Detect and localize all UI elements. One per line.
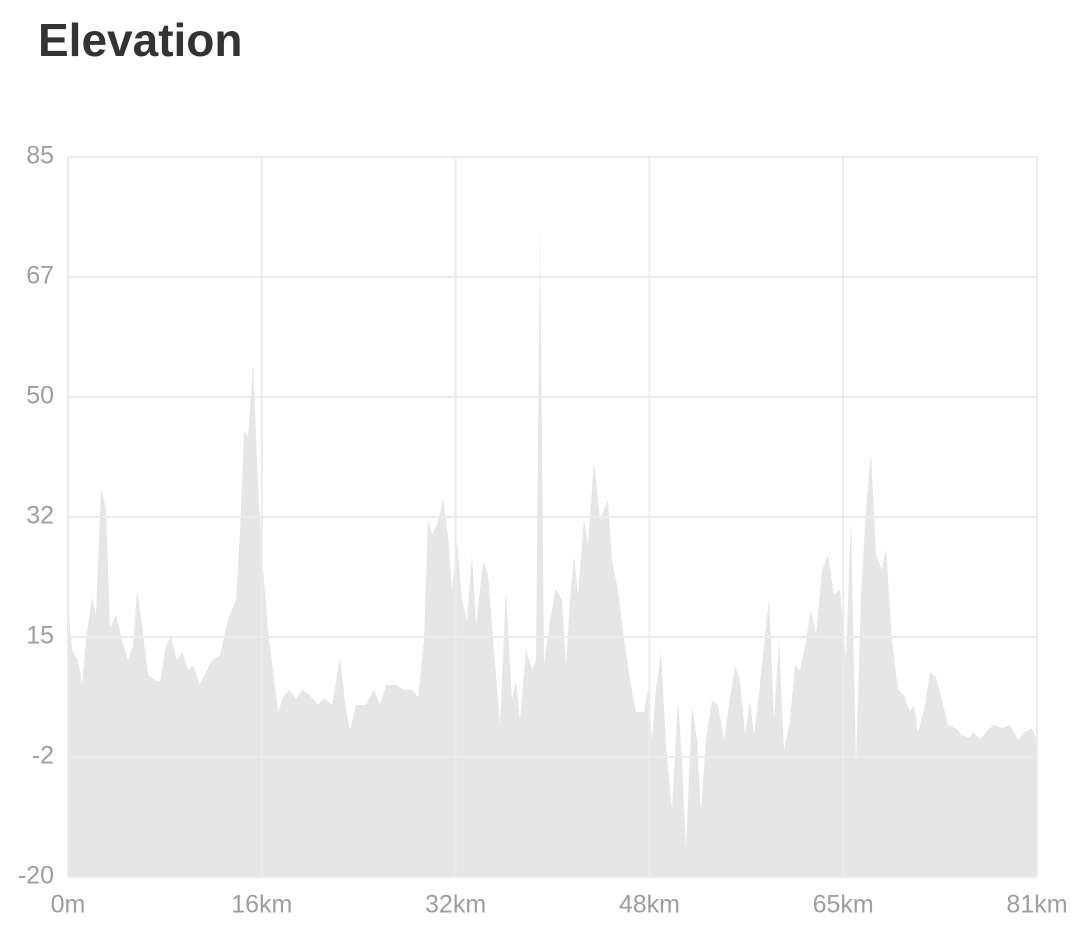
- y-tick-label: 85: [26, 142, 54, 170]
- x-tick-label: 48km: [619, 891, 680, 919]
- y-tick-label: -20: [18, 862, 54, 890]
- elevation-area: [68, 228, 1037, 878]
- y-tick-label: 67: [26, 262, 54, 290]
- x-tick-label: 65km: [813, 891, 874, 919]
- y-tick-label: -2: [32, 742, 54, 770]
- chart-title: Elevation: [38, 14, 243, 66]
- y-tick-label: 15: [26, 622, 54, 650]
- x-tick-label: 0m: [51, 891, 86, 919]
- y-tick-label: 50: [26, 382, 54, 410]
- x-tick-label: 16km: [231, 891, 292, 919]
- x-tick-label: 32km: [425, 891, 486, 919]
- x-tick-label: 81km: [1006, 891, 1067, 919]
- y-tick-label: 32: [26, 502, 54, 530]
